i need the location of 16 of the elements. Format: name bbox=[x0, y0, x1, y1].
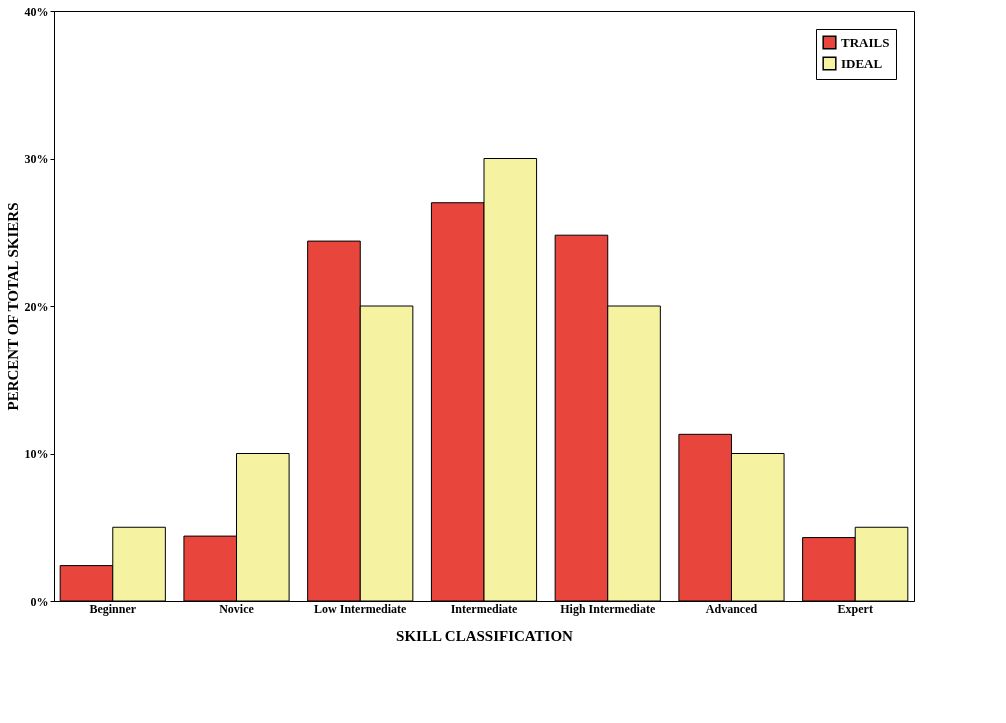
y-tick-label: 10% bbox=[24, 447, 49, 461]
x-tick-label: Low Intermediate bbox=[314, 601, 408, 616]
y-axis-title: PERCENT OF TOTAL SKIERS bbox=[4, 202, 21, 411]
y-tick-label: 40% bbox=[24, 4, 49, 19]
legend-label: TRAILS bbox=[841, 34, 890, 50]
y-tick-label: 0% bbox=[30, 594, 49, 609]
y-tick-label: 30% bbox=[24, 152, 49, 166]
x-tick-label: High Intermediate bbox=[560, 601, 656, 616]
x-tick-label: Advanced bbox=[705, 601, 758, 616]
x-tick-label: Expert bbox=[837, 601, 873, 616]
legend-label: IDEAL bbox=[841, 55, 883, 71]
y-tick-label: 20% bbox=[24, 299, 49, 314]
x-tick-label: Beginner bbox=[89, 601, 137, 616]
x-axis-title: SKILL CLASSIFICATION bbox=[396, 627, 574, 644]
x-tick-label: Novice bbox=[219, 601, 255, 616]
x-tick-label: Intermediate bbox=[450, 601, 518, 616]
